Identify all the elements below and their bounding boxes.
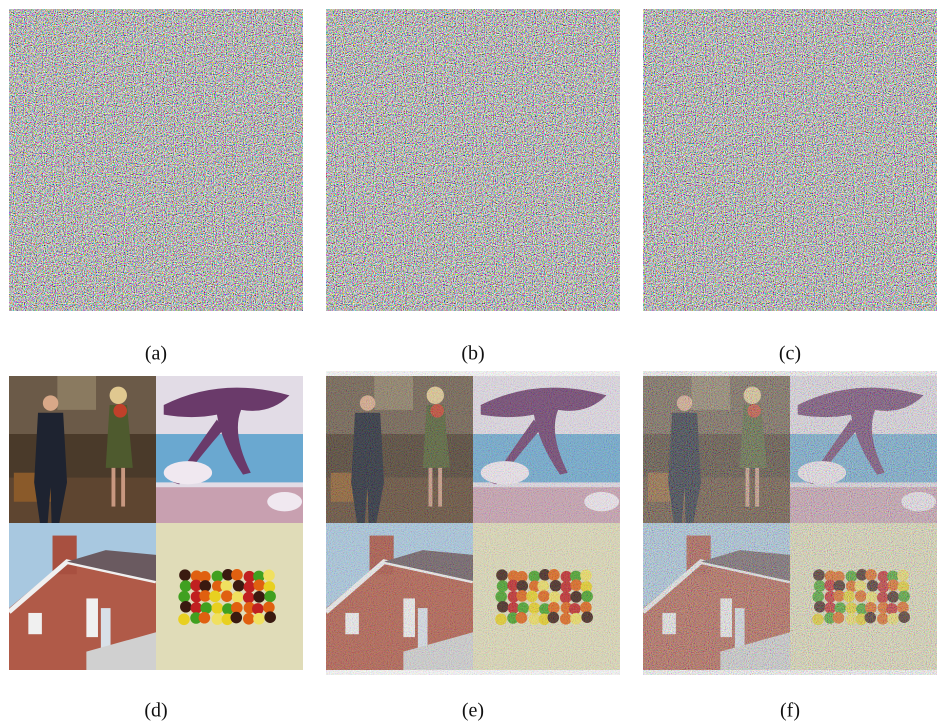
cipher-image bbox=[643, 9, 937, 311]
caption: (f) bbox=[780, 700, 800, 722]
cipher-image bbox=[9, 9, 303, 311]
caption: (a) bbox=[145, 343, 167, 365]
cipher-image bbox=[326, 9, 620, 311]
decrypted-image bbox=[9, 376, 303, 670]
noise-overlay bbox=[643, 371, 937, 675]
caption: (e) bbox=[462, 700, 484, 722]
noise-overlay bbox=[326, 371, 620, 675]
figure: (a) (b) (c) (d) (e) (f) bbox=[0, 0, 938, 726]
caption: (c) bbox=[779, 343, 801, 365]
caption: (d) bbox=[144, 700, 167, 722]
caption: (b) bbox=[461, 343, 484, 365]
